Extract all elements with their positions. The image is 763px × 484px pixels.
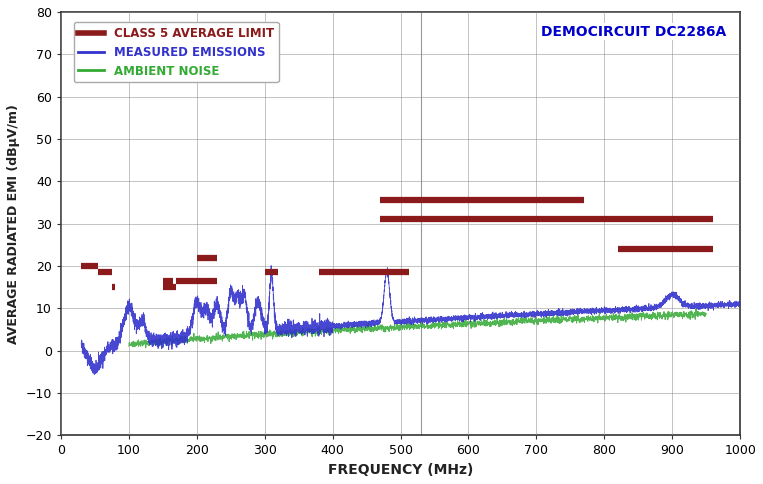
Y-axis label: AVERAGE RADIATED EMI (dBµV/m): AVERAGE RADIATED EMI (dBµV/m) — [7, 104, 20, 344]
X-axis label: FREQUENCY (MHz): FREQUENCY (MHz) — [328, 463, 473, 477]
Text: DEMOCIRCUIT DC2286A: DEMOCIRCUIT DC2286A — [541, 25, 726, 39]
Legend: CLASS 5 AVERAGE LIMIT, MEASURED EMISSIONS, AMBIENT NOISE: CLASS 5 AVERAGE LIMIT, MEASURED EMISSION… — [73, 22, 278, 82]
